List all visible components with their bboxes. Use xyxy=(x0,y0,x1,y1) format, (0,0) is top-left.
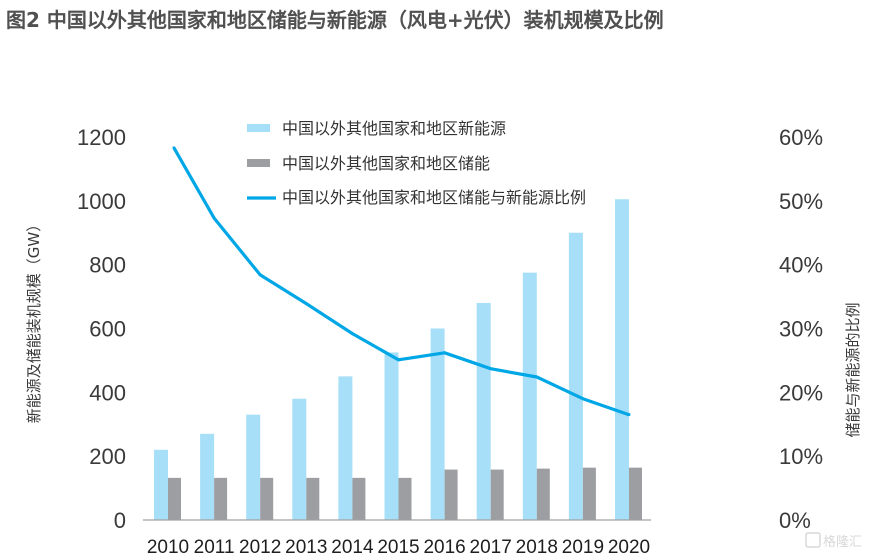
y-axis-left-ticks: 0 200 400 600 800 1000 1200 xyxy=(77,125,126,533)
bar-storage-2012 xyxy=(260,477,274,520)
bar-storage-2017 xyxy=(490,469,504,520)
bar-new-energy-2017 xyxy=(476,302,491,520)
bar-storage-2011 xyxy=(214,477,228,520)
bar-new-energy-2012 xyxy=(246,414,261,520)
x-tick-label: 2012 xyxy=(239,537,281,558)
ratio-point-2013 xyxy=(304,302,308,306)
bar-storage-2010 xyxy=(168,477,181,520)
x-tick-label: 2018 xyxy=(516,537,558,558)
legend: 中国以外其他国家和地区新能源 中国以外其他国家和地区储能 中国以外其他国家和地区… xyxy=(247,119,586,207)
bar-new-energy-2010 xyxy=(154,449,168,520)
x-tick-label: 2015 xyxy=(377,537,419,558)
legend-label-ratio: 中国以外其他国家和地区储能与新能源比例 xyxy=(282,188,586,207)
y-right-tick-label: 50% xyxy=(779,189,823,214)
chart-title: 图2 中国以外其他国家和地区储能与新能源（风电+光伏）装机规模及比例 xyxy=(6,8,664,32)
ratio-point-2011 xyxy=(212,216,216,220)
y-right-tick-label: 40% xyxy=(779,253,823,278)
x-tick-label: 2014 xyxy=(331,537,374,558)
ratio-point-2012 xyxy=(258,273,262,277)
ratio-point-2010 xyxy=(172,146,176,150)
y-axis-right-ticks: 0% 10% 20% 30% 40% 50% 60% xyxy=(779,125,823,533)
y-right-tick-label: 20% xyxy=(779,380,823,405)
bar-new-energy-2020 xyxy=(615,199,629,521)
bar-new-energy-2019 xyxy=(568,232,583,520)
y-left-tick-label: 800 xyxy=(89,253,126,278)
new-energy-bars xyxy=(154,199,629,521)
x-tick-label: 2016 xyxy=(423,537,465,558)
storage-bars xyxy=(168,467,642,520)
y-right-tick-label: 30% xyxy=(779,317,823,342)
ratio-point-2016 xyxy=(443,351,447,355)
y-left-tick-label: 200 xyxy=(89,444,126,469)
bar-storage-2013 xyxy=(306,477,320,520)
y-left-tick-label: 1000 xyxy=(77,189,126,214)
bar-new-energy-2015 xyxy=(384,352,399,520)
bar-storage-2018 xyxy=(536,468,550,520)
y-left-tick-label: 600 xyxy=(89,317,126,342)
bar-storage-2020 xyxy=(629,467,642,520)
y-left-tick-label: 0 xyxy=(114,508,126,533)
watermark-text: 格隆汇 xyxy=(823,534,862,550)
x-tick-label: 2013 xyxy=(285,537,327,558)
bar-new-energy-2013 xyxy=(292,398,307,520)
x-tick-label: 2011 xyxy=(194,537,235,558)
x-axis-ticks: 2010 2011 2012 2013 2014 2015 2016 2017 2018 2019… xyxy=(147,537,650,558)
ratio-point-2019 xyxy=(581,397,585,401)
y-left-tick-label: 400 xyxy=(89,380,126,405)
y-axis-right-title: 储能与新能源的比例 xyxy=(844,302,862,437)
bar-new-energy-2018 xyxy=(522,272,537,520)
ratio-point-2014 xyxy=(350,332,354,336)
legend-label-new-energy: 中国以外其他国家和地区新能源 xyxy=(282,119,506,138)
x-tick-label: 2019 xyxy=(562,537,604,558)
bar-storage-2014 xyxy=(352,477,366,520)
y-right-tick-label: 10% xyxy=(779,444,823,469)
bar-storage-2019 xyxy=(582,467,596,520)
legend-swatch-storage xyxy=(247,159,270,167)
legend-swatch-new-energy xyxy=(247,124,270,132)
bar-new-energy-2014 xyxy=(338,376,353,520)
legend-label-storage: 中国以外其他国家和地区储能 xyxy=(282,154,490,173)
y-right-tick-label: 60% xyxy=(779,125,823,150)
watermark-logo-icon xyxy=(805,532,821,548)
y-left-tick-label: 1200 xyxy=(77,125,126,150)
bar-new-energy-2016 xyxy=(430,328,445,520)
ratio-point-2018 xyxy=(535,375,539,379)
ratio-point-2017 xyxy=(489,367,493,371)
ratio-point-2015 xyxy=(397,358,400,362)
bar-new-energy-2011 xyxy=(200,433,215,520)
bar-storage-2015 xyxy=(398,477,412,520)
ratio-line-points xyxy=(172,146,631,417)
x-tick-label: 2017 xyxy=(470,537,512,558)
watermark: 格隆汇 xyxy=(805,532,862,550)
bar-storage-2016 xyxy=(444,469,458,520)
x-tick-label: 2010 xyxy=(147,537,189,558)
y-axis-left-title: 新能源及储能装机规模（GW） xyxy=(25,217,43,423)
x-tick-label: 2020 xyxy=(608,537,650,558)
ratio-point-2020 xyxy=(627,413,631,417)
y-right-tick-label: 0% xyxy=(779,508,811,533)
